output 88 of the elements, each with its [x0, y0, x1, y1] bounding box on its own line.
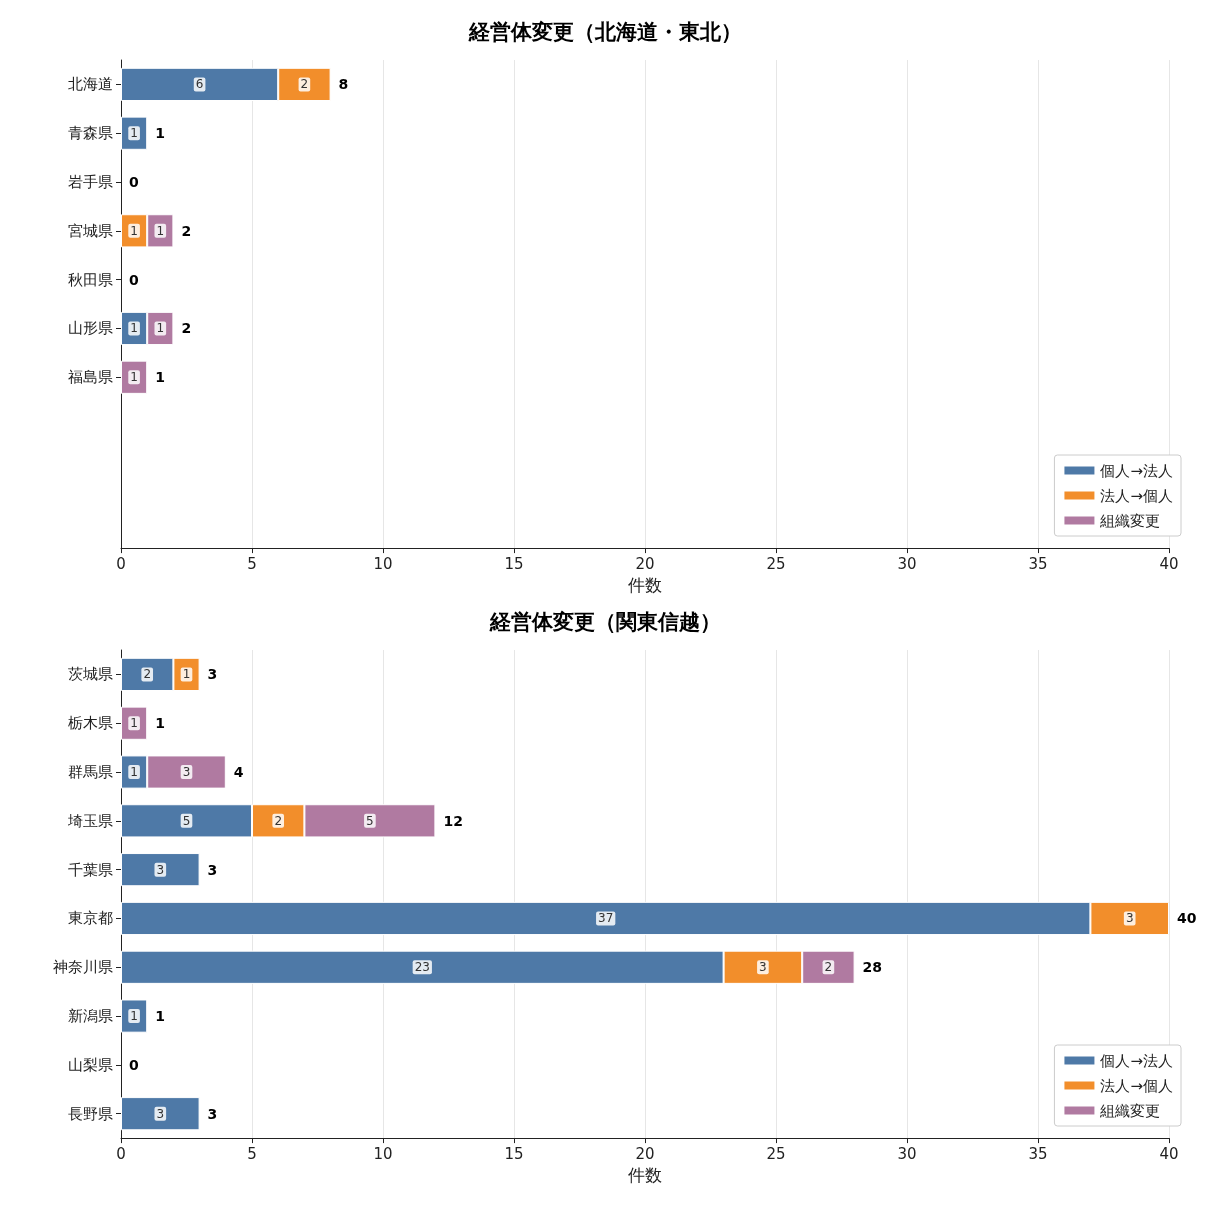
data-label: 37 [598, 911, 614, 926]
y-tick-label: 秋田県 [68, 270, 113, 289]
x-tick-label: 5 [247, 554, 257, 573]
y-tick-label: 宮城県 [68, 221, 113, 240]
data-label: 2 [274, 813, 283, 828]
chart-title: 経営体変更（関東信越） [489, 609, 721, 634]
data-label: 3 [156, 1106, 165, 1121]
y-tick-label: 千葉県 [68, 860, 113, 879]
y-tick-label: 福島県 [68, 368, 113, 387]
total-label: 40 [1177, 910, 1197, 927]
y-tick-label: 山梨県 [68, 1055, 113, 1074]
data-label: 1 [182, 667, 191, 682]
data-label: 1 [156, 223, 165, 238]
data-label: 23 [414, 960, 430, 975]
x-tick-label: 0 [116, 554, 126, 573]
y-tick-label: 東京都 [68, 909, 113, 928]
x-tick-label: 35 [1028, 554, 1048, 573]
x-tick-label: 25 [766, 1144, 786, 1163]
total-label: 4 [233, 764, 244, 781]
data-label: 1 [130, 765, 138, 780]
legend-label: 組織変更 [1099, 511, 1161, 530]
x-tick-label: 10 [373, 554, 393, 573]
total-label: 3 [207, 861, 218, 878]
data-label: 2 [143, 667, 152, 682]
bar [121, 853, 200, 887]
x-tick-label: 35 [1028, 1144, 1048, 1163]
data-label: 1 [130, 716, 138, 731]
x-tick-label: 40 [1159, 1144, 1179, 1163]
data-label: 5 [182, 813, 191, 828]
data-label: 1 [130, 126, 138, 141]
y-tick-label: 岩手県 [68, 173, 113, 192]
x-tick-label: 40 [1159, 554, 1179, 573]
total-label: 3 [207, 1105, 218, 1122]
data-label: 1 [130, 370, 138, 385]
total-label: 2 [181, 320, 192, 337]
x-tick-label: 15 [504, 1144, 524, 1163]
x-tick-label: 30 [897, 554, 917, 573]
x-axis-title: 件数 [628, 574, 662, 595]
total-label: 28 [862, 959, 883, 976]
total-label: 3 [207, 666, 218, 683]
chart-title: 経営体変更（北海道・東北） [468, 19, 742, 44]
y-tick-label: 北海道 [68, 75, 113, 94]
x-tick-label: 15 [504, 554, 524, 573]
total-label: 1 [155, 369, 165, 386]
data-label: 1 [130, 223, 138, 238]
total-label: 2 [181, 222, 192, 239]
y-tick-label: 新潟県 [68, 1007, 113, 1026]
total-label: 12 [443, 812, 463, 829]
y-tick-label: 埼玉県 [67, 811, 113, 830]
x-tick-label: 20 [635, 1144, 655, 1163]
y-tick-label: 茨城県 [68, 665, 113, 684]
total-label: 1 [155, 715, 165, 732]
data-label: 1 [130, 1009, 138, 1024]
legend-label: 法人→個人 [1100, 486, 1174, 505]
x-tick-label: 0 [116, 1144, 126, 1163]
total-label: 8 [338, 76, 349, 93]
data-label: 6 [195, 77, 204, 92]
total-label: 1 [155, 125, 165, 142]
legend-label: 個人→法人 [1100, 1051, 1174, 1070]
data-label: 3 [156, 862, 165, 877]
legend-label: 組織変更 [1099, 1101, 1161, 1120]
data-label: 2 [824, 960, 833, 975]
total-label: 0 [129, 1056, 139, 1073]
data-label: 3 [182, 765, 191, 780]
x-tick-label: 30 [897, 1144, 917, 1163]
legend-label: 個人→法人 [1100, 461, 1174, 480]
total-label: 0 [129, 174, 139, 191]
x-tick-label: 10 [373, 1144, 393, 1163]
total-label: 1 [155, 1008, 165, 1025]
y-tick-label: 群馬県 [68, 763, 113, 782]
y-tick-label: 山形県 [68, 319, 113, 338]
total-label: 0 [129, 271, 139, 288]
data-label: 3 [1125, 911, 1134, 926]
x-axis-title: 件数 [628, 1164, 662, 1185]
data-label: 1 [130, 321, 138, 336]
data-label: 3 [759, 960, 767, 975]
y-tick-label: 長野県 [68, 1104, 113, 1123]
data-label: 1 [156, 321, 165, 336]
bar [121, 1097, 200, 1131]
y-tick-label: 栃木県 [68, 714, 113, 733]
x-tick-label: 20 [635, 554, 655, 573]
legend-label: 法人→個人 [1100, 1076, 1174, 1095]
y-tick-label: 神奈川県 [53, 958, 113, 977]
y-tick-label: 青森県 [68, 124, 113, 143]
x-tick-label: 5 [247, 1144, 257, 1163]
data-label: 2 [300, 77, 309, 92]
x-tick-label: 25 [766, 554, 786, 573]
data-label: 5 [366, 813, 374, 828]
